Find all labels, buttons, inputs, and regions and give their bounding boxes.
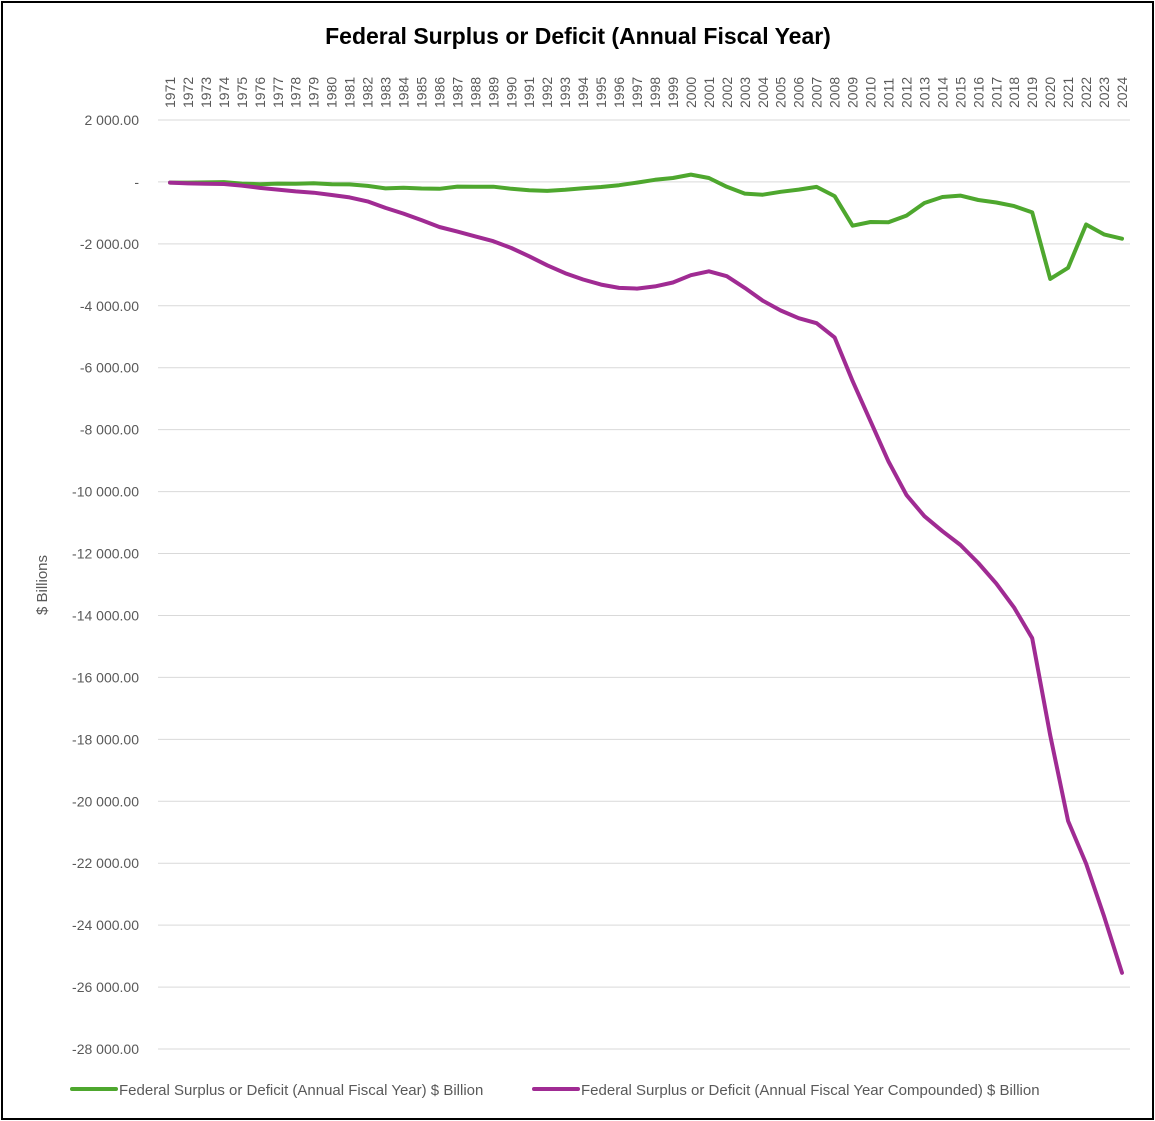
x-tick-label: 1984 [396, 77, 412, 108]
x-tick-label: 1994 [575, 77, 591, 108]
x-tick-label: 1992 [539, 77, 555, 108]
x-tick-label: 2008 [827, 77, 843, 108]
series-line-1 [168, 172, 1124, 281]
x-tick-label: 1976 [252, 77, 268, 108]
y-tick-label: -4 000.00 [80, 298, 139, 314]
x-tick-label: 1979 [306, 77, 322, 108]
x-tick-label: 2023 [1096, 77, 1112, 108]
x-tick-label: 2011 [880, 78, 896, 108]
legend-label-1: Federal Surplus or Deficit (Annual Fisca… [119, 1082, 483, 1099]
x-tick-label: 2012 [898, 77, 914, 108]
y-tick-label: -6 000.00 [80, 360, 139, 376]
x-tick-label: 1996 [611, 77, 627, 108]
x-tick-label: 2024 [1114, 77, 1130, 108]
x-tick-label: 2003 [737, 77, 753, 108]
x-tick-label: 1975 [234, 77, 250, 108]
y-tick-label: - [134, 174, 139, 190]
x-tick-label: 2022 [1078, 77, 1094, 108]
x-axis-tick-labels: 1971 1972 1973 1974 1975 1976 1977 1978 1979 1980… [162, 77, 1130, 108]
y-axis-tick-labels: 2 000.00 - -2 000.00 -4 000.00 -6 000.00 -8 0… [72, 112, 139, 1057]
y-tick-label: -12 000.00 [72, 546, 139, 562]
y-tick-label: -24 000.00 [72, 917, 139, 933]
y-tick-label: -10 000.00 [72, 484, 139, 500]
y-tick-label: -18 000.00 [72, 731, 139, 747]
y-tick-label: -2 000.00 [80, 236, 139, 252]
x-tick-label: 1977 [270, 77, 286, 108]
x-tick-label: 1980 [324, 77, 340, 108]
x-tick-label: 2009 [845, 77, 861, 108]
y-axis-label: $ Billions [34, 555, 51, 615]
y-tick-label: -8 000.00 [80, 422, 139, 438]
x-tick-label: 1981 [342, 77, 358, 108]
y-tick-label: -20 000.00 [72, 793, 139, 809]
x-tick-label: 1989 [485, 77, 501, 108]
x-tick-label: 2014 [934, 77, 950, 108]
x-tick-label: 2005 [773, 77, 789, 108]
x-tick-label: 1995 [593, 77, 609, 108]
x-tick-label: 1971 [162, 77, 178, 108]
y-tick-label: 2 000.00 [85, 112, 140, 128]
y-tick-label: -26 000.00 [72, 979, 139, 995]
x-tick-label: 2015 [952, 77, 968, 108]
x-tick-label: 1974 [216, 77, 232, 108]
x-tick-label: 2007 [809, 77, 825, 108]
x-tick-label: 1988 [467, 77, 483, 108]
series-line-2 [168, 180, 1124, 975]
x-tick-label: 2010 [863, 77, 879, 108]
x-tick-label: 2004 [755, 77, 771, 108]
x-tick-label: 2001 [701, 77, 717, 108]
x-tick-label: 1983 [378, 77, 394, 108]
legend: Federal Surplus or Deficit (Annual Fisca… [70, 1082, 1040, 1099]
x-tick-label: 1985 [413, 77, 429, 108]
x-tick-label: 1991 [521, 77, 537, 108]
chart-title: Federal Surplus or Deficit (Annual Fisca… [325, 23, 831, 49]
x-tick-label: 1982 [360, 77, 376, 108]
x-tick-label: 2020 [1042, 77, 1058, 108]
y-tick-label: -16 000.00 [72, 669, 139, 685]
series-lines [168, 172, 1124, 975]
x-tick-label: 1998 [647, 77, 663, 108]
x-tick-label: 2021 [1060, 77, 1076, 108]
x-tick-label: 2019 [1024, 77, 1040, 108]
x-tick-label: 2002 [719, 77, 735, 108]
x-tick-label: 1990 [503, 77, 519, 108]
legend-label-2: Federal Surplus or Deficit (Annual Fisca… [581, 1082, 1040, 1099]
x-tick-label: 2016 [970, 77, 986, 108]
x-tick-label: 2013 [916, 77, 932, 108]
x-tick-label: 2017 [988, 77, 1004, 108]
y-tick-label: -14 000.00 [72, 607, 139, 623]
x-tick-label: 1993 [557, 77, 573, 108]
x-tick-label: 1986 [431, 77, 447, 108]
x-tick-label: 1973 [198, 77, 214, 108]
x-tick-label: 2000 [683, 77, 699, 108]
x-tick-label: 2018 [1006, 77, 1022, 108]
x-tick-label: 1997 [629, 77, 645, 108]
y-tick-label: -28 000.00 [72, 1041, 139, 1057]
gridlines [158, 119, 1130, 1050]
x-tick-label: 1999 [665, 77, 681, 108]
y-tick-label: -22 000.00 [72, 855, 139, 871]
x-tick-label: 2006 [791, 77, 807, 108]
x-tick-label: 1987 [449, 77, 465, 108]
x-tick-label: 1978 [288, 77, 304, 108]
x-tick-label: 1972 [180, 77, 196, 108]
